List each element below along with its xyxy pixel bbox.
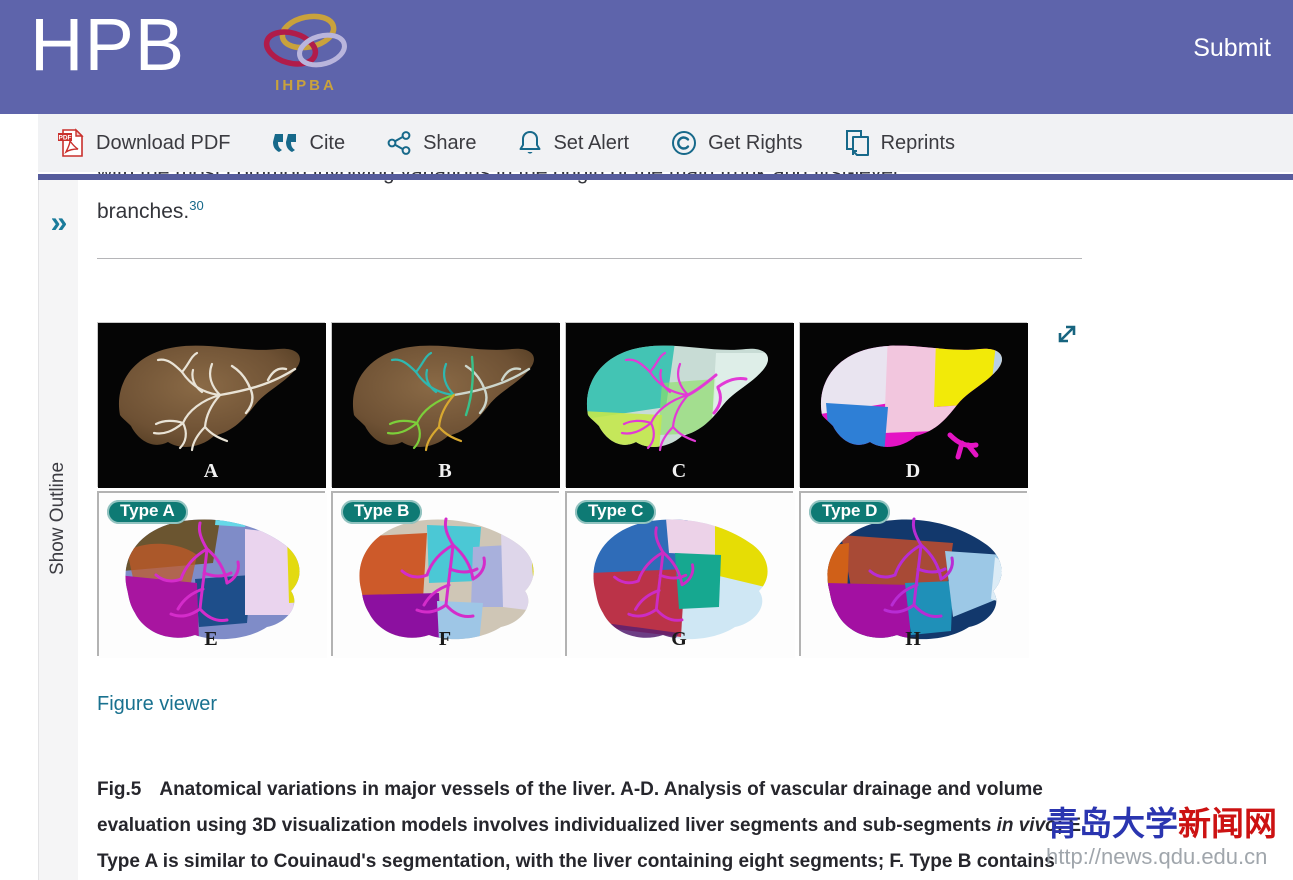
site-header: HPB IHPBA Submit	[0, 0, 1293, 114]
header-divider	[38, 174, 1293, 180]
pdf-icon: PDF	[58, 128, 84, 157]
set-alert-label: Set Alert	[553, 131, 630, 154]
get-rights-button[interactable]: Get Rights	[671, 130, 803, 156]
share-icon	[387, 131, 411, 155]
type-badge: Type B	[341, 500, 423, 524]
figure-panel-h: Type D H	[799, 491, 1029, 658]
cite-button[interactable]: Cite	[272, 131, 346, 155]
reprints-label: Reprints	[880, 131, 956, 154]
figure-panel-g: Type C G	[565, 491, 795, 658]
bell-icon	[519, 130, 541, 154]
outline-rail: » Show Outline	[38, 180, 78, 880]
figure-panel-a: A	[97, 322, 326, 488]
figure-5[interactable]: A B	[97, 322, 1029, 658]
figure-panel-d: D	[799, 322, 1028, 488]
panel-letter: C	[671, 460, 687, 482]
copyright-icon	[672, 131, 697, 155]
caption-italic: in vivo	[996, 815, 1057, 836]
panel-letter: H	[905, 628, 921, 650]
panel-letter: B	[438, 460, 452, 482]
submit-button[interactable]: Submit	[1193, 34, 1271, 62]
get-rights-label: Get Rights	[708, 131, 803, 154]
reprints-icon	[845, 130, 869, 156]
reprints-button[interactable]: Reprints	[845, 129, 955, 157]
show-outline-label[interactable]: Show Outline	[47, 461, 68, 575]
chevron-double-right-icon: »	[50, 206, 68, 239]
expand-icon	[1058, 325, 1076, 342]
figure-panel-f: Type B F	[331, 491, 561, 658]
article-toolbar: PDF Download PDF Cite Share	[38, 114, 1293, 172]
watermark-cn-red: 新闻网	[1178, 805, 1277, 842]
figure-panel-e: Type A E	[97, 491, 327, 658]
set-alert-button[interactable]: Set Alert	[518, 130, 629, 157]
caption-text-1: Anatomical variations in major vessels o…	[97, 779, 1043, 836]
svg-text:PDF: PDF	[59, 135, 72, 142]
type-badge: Type D	[809, 500, 891, 524]
share-button[interactable]: Share	[387, 131, 476, 155]
figure-panel-c: C	[565, 322, 794, 488]
panel-letter: E	[204, 628, 218, 650]
ihpba-label: IHPBA	[275, 77, 337, 94]
section-divider	[97, 258, 1082, 259]
cite-icon	[272, 134, 296, 152]
caption-text-2: ; E. Type A is similar to Couinaud's seg…	[97, 815, 1087, 872]
download-pdf-label: Download PDF	[96, 131, 231, 154]
figure-viewer-link[interactable]: Figure viewer	[97, 693, 218, 715]
paragraph-text: branches.30	[97, 198, 1087, 224]
panel-letter: D	[905, 460, 921, 482]
cite-label: Cite	[309, 131, 346, 154]
figure-panel-b: B	[331, 322, 560, 488]
journal-logo: HPB	[30, 3, 186, 86]
panel-letter: A	[203, 460, 219, 482]
reference-link[interactable]: 30	[189, 198, 204, 213]
figure-caption: Fig.5 Anatomical variations in major vess…	[97, 772, 1089, 880]
expand-figure-button[interactable]	[1052, 320, 1082, 350]
panel-letter: F	[438, 628, 452, 650]
figure-number: Fig.5	[97, 779, 142, 800]
type-badge: Type C	[575, 500, 657, 524]
type-badge: Type A	[107, 500, 188, 524]
download-pdf-button[interactable]: PDF Download PDF	[57, 128, 231, 158]
ihpba-rings-icon	[263, 13, 347, 68]
share-label: Share	[423, 131, 477, 154]
ihpba-logo: IHPBA	[258, 10, 354, 96]
expand-outline-button[interactable]: »	[42, 206, 76, 240]
paragraph-word: branches.	[97, 200, 190, 223]
panel-letter: G	[671, 628, 687, 650]
